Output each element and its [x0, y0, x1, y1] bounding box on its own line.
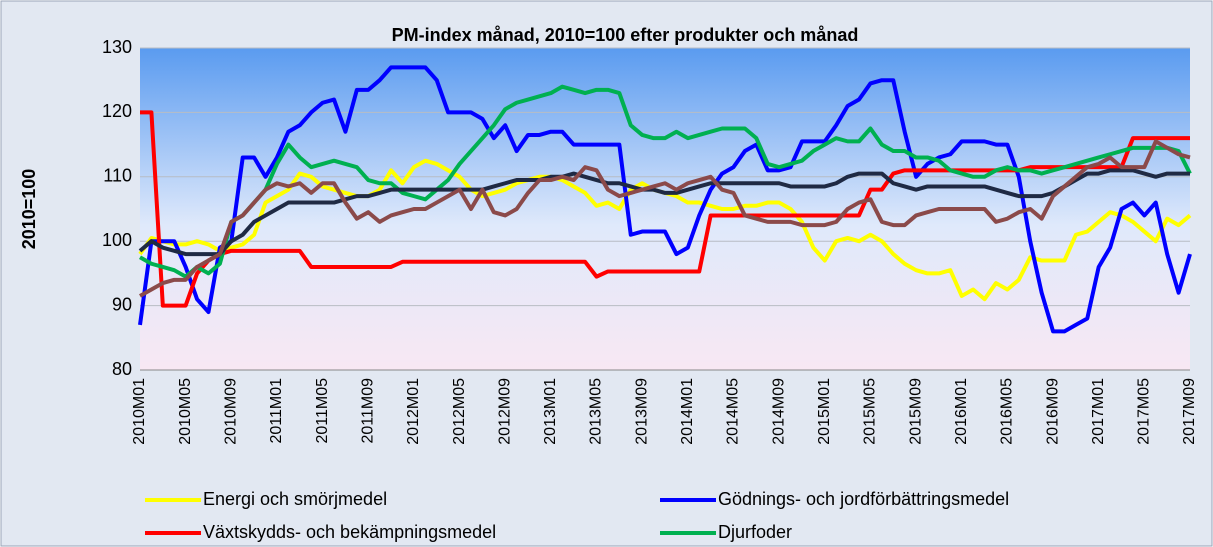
x-tick-label: 2014M09	[770, 378, 787, 445]
x-tick-label: 2014M05	[725, 378, 742, 445]
x-tick-label: 2015M09	[907, 378, 924, 445]
x-tick-label: 2013M09	[633, 378, 650, 445]
chart-title: PM-index månad, 2010=100 efter produkter…	[392, 25, 859, 45]
x-tick-label: 2014M01	[679, 378, 696, 445]
y-tick-label: 120	[102, 101, 132, 121]
x-tick-label: 2012M09	[496, 378, 513, 445]
y-tick-label: 130	[102, 37, 132, 57]
x-tick-label: 2011M01	[268, 378, 285, 444]
x-tick-label: 2016M05	[999, 378, 1016, 445]
series-line	[139, 139, 1191, 298]
x-tick-label: 2012M05	[451, 378, 468, 445]
x-tick-label: 2010M09	[223, 378, 240, 445]
x-tick-label: 2013M05	[588, 378, 605, 445]
x-tick-label: 2013M01	[542, 378, 559, 445]
series-line	[139, 84, 1192, 279]
x-tick-label: 2010M01	[131, 378, 148, 445]
legend-label: Växtskydds- och bekämpningsmedel	[203, 522, 496, 542]
y-tick-label: 80	[112, 359, 132, 379]
legend-label: Djurfoder	[718, 522, 792, 542]
x-tick-label: 2012M01	[405, 378, 422, 445]
x-tick-label: 2017M05	[1136, 378, 1153, 445]
series-line	[138, 168, 1190, 257]
x-tick-label: 2017M09	[1181, 378, 1198, 445]
x-tick-label: 2011M09	[359, 378, 376, 444]
x-tick-label: 2015M01	[816, 378, 833, 445]
plot-area	[140, 48, 1190, 370]
legend-label: Gödnings- och jordförbättringsmedel	[718, 489, 1009, 509]
y-tick-label: 90	[112, 294, 132, 314]
x-tick-label: 2010M05	[177, 378, 194, 445]
x-tick-label: 2011M05	[314, 378, 331, 444]
x-tick-label: 2015M05	[862, 378, 879, 445]
x-tick-label: 2016M09	[1044, 378, 1061, 445]
series-line	[138, 65, 1192, 334]
x-tick-label: 2016M01	[953, 378, 970, 445]
legend-label: Energi och smörjmedel	[203, 489, 387, 509]
y-axis-label: 2010=100	[19, 169, 39, 250]
x-tick-label: 2017M01	[1090, 378, 1107, 445]
y-tick-label: 100	[102, 230, 132, 250]
y-tick-label: 110	[103, 166, 132, 186]
